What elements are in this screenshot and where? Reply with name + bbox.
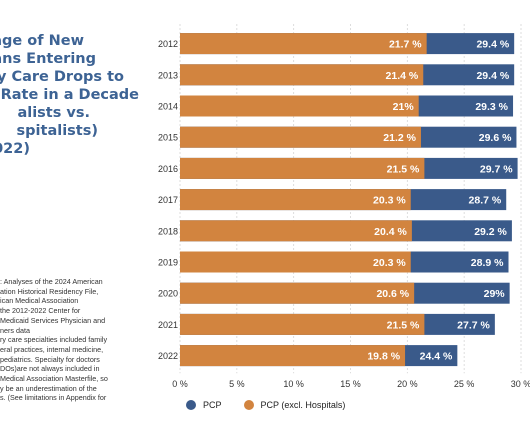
y-tick-label: 2014 [158,102,178,112]
data-label-pcp-excl: 21.5 % [387,163,420,175]
bar-pcp-excl [180,95,419,117]
bars: 21.7 % 29.4 % 21.4 % 29.4 % 21% 29.3 % 21.2 % 2… [180,33,518,367]
x-tick-label: 0 % [172,379,188,389]
bar-chart: 21.7 % 29.4 % 21.4 % 29.4 % 21% 29.3 % 21.2 % 2… [158,24,530,389]
data-label-pcp-excl: 19.8 % [367,351,400,363]
y-tick-label: 2021 [158,320,178,330]
bar-pcp-excl [180,251,411,273]
y-tick-label: 2015 [158,133,178,143]
note-line: ation Historical Residency File, [0,286,99,296]
data-label-pcp-excl: 20.3 % [373,195,406,207]
data-label-pcp: 29.2 % [474,226,507,238]
legend-item-pcp-excl: PCP (excl. Hospitals) [243,400,346,410]
note-line: ners data [0,325,30,335]
data-label-pcp: 29.4 % [476,70,509,82]
title-line: alists vs. [17,105,90,121]
legend-swatch-pcp [186,400,196,410]
y-tick-label: 2018 [158,226,178,236]
data-label-pcp-excl: 21.7 % [389,39,422,51]
bar-pcp-excl [180,313,425,335]
data-label-pcp: 27.7 % [457,319,490,331]
data-label-pcp-excl: 21.4 % [386,70,419,82]
data-label-pcp: 28.9 % [471,257,504,269]
note-line: the 2012-2022 Center for [0,306,81,316]
bar-pcp-excl [180,157,425,179]
note-line: Medical Association Masterfile, so [0,374,108,383]
legend-item-pcp: PCP [186,400,222,410]
x-tick-label: 10 % [283,379,304,389]
y-tick-label: 2020 [158,289,178,299]
y-tick-label: 2019 [158,258,178,268]
data-label-pcp: 29.3 % [475,101,508,113]
note-line: y be an underestimation of the [0,383,97,393]
x-tick-label: 5 % [229,379,245,389]
title-line: ans Entering [0,51,96,67]
note-line: DOs)are not always included in [0,364,100,374]
data-label-pcp-excl: 20.3 % [373,257,406,269]
x-tick-label: 25 % [454,379,475,389]
note-line: pediatrics. Specialty for doctors [0,354,100,364]
legend-label-pcp-excl: PCP (excl. Hospitals) [260,400,346,410]
data-label-pcp-excl: 20.6 % [376,288,409,300]
note-line: s. (See limitations in Appendix for [0,393,107,403]
bar-pcp-excl [180,189,411,211]
bar-pcp-excl [180,33,427,55]
x-tick-label: 20 % [397,379,418,389]
axes: 0 % 5 % 10 % 15 % 20 % 25 % 30 % 2012 2013 2014 20… [158,39,530,389]
note-line: Medicaid Services Physician and [0,315,106,325]
y-tick-label: 2022 [158,351,178,361]
bar-pcp-excl [180,64,424,86]
bar-pcp-excl [180,220,412,242]
bar-pcp-excl [180,126,421,148]
data-label-pcp: 29.6 % [479,132,512,144]
data-label-pcp: 29.7 % [480,163,513,175]
data-label-pcp: 29.4 % [476,39,509,51]
note-line: eral practices, internal medicine, [0,344,104,354]
x-tick-label: 15 % [340,379,361,389]
y-tick-label: 2012 [158,39,178,49]
legend-swatch-pcp-excl [243,400,254,410]
title-line: spitalists) [16,123,98,139]
data-label-pcp-excl: 21.5 % [387,319,420,331]
title-line: 022) [0,141,30,157]
bar-pcp-excl [180,345,406,367]
legend-label-pcp: PCP [203,400,222,410]
note-line: ry care specialties included family [0,335,108,345]
y-tick-label: 2013 [158,70,178,80]
data-label-pcp: 28.7 % [469,195,502,207]
x-tick-label: 30 % [511,379,530,389]
data-label-pcp-excl: 20.4 % [374,226,407,238]
note-line: ican Medical Association [0,296,79,306]
note-line: : Analyses of the 2024 American [0,277,103,286]
title-line: Rate in a Decade [0,87,139,103]
y-tick-label: 2016 [158,164,178,174]
data-label-pcp-excl: 21.2 % [383,132,416,144]
data-label-pcp: 24.4 % [420,351,453,363]
y-tick-label: 2017 [158,195,178,205]
left-panel: tage of New ans Entering y Care Drops to R… [0,0,158,442]
bar-pcp-excl [180,282,415,304]
data-label-pcp: 29% [484,288,506,300]
legend: PCP PCP (excl. Hospitals) [186,400,367,410]
title-line: tage of New [0,33,84,49]
title-line: y Care Drops to [0,69,124,85]
data-label-pcp-excl: 21% [393,101,415,113]
